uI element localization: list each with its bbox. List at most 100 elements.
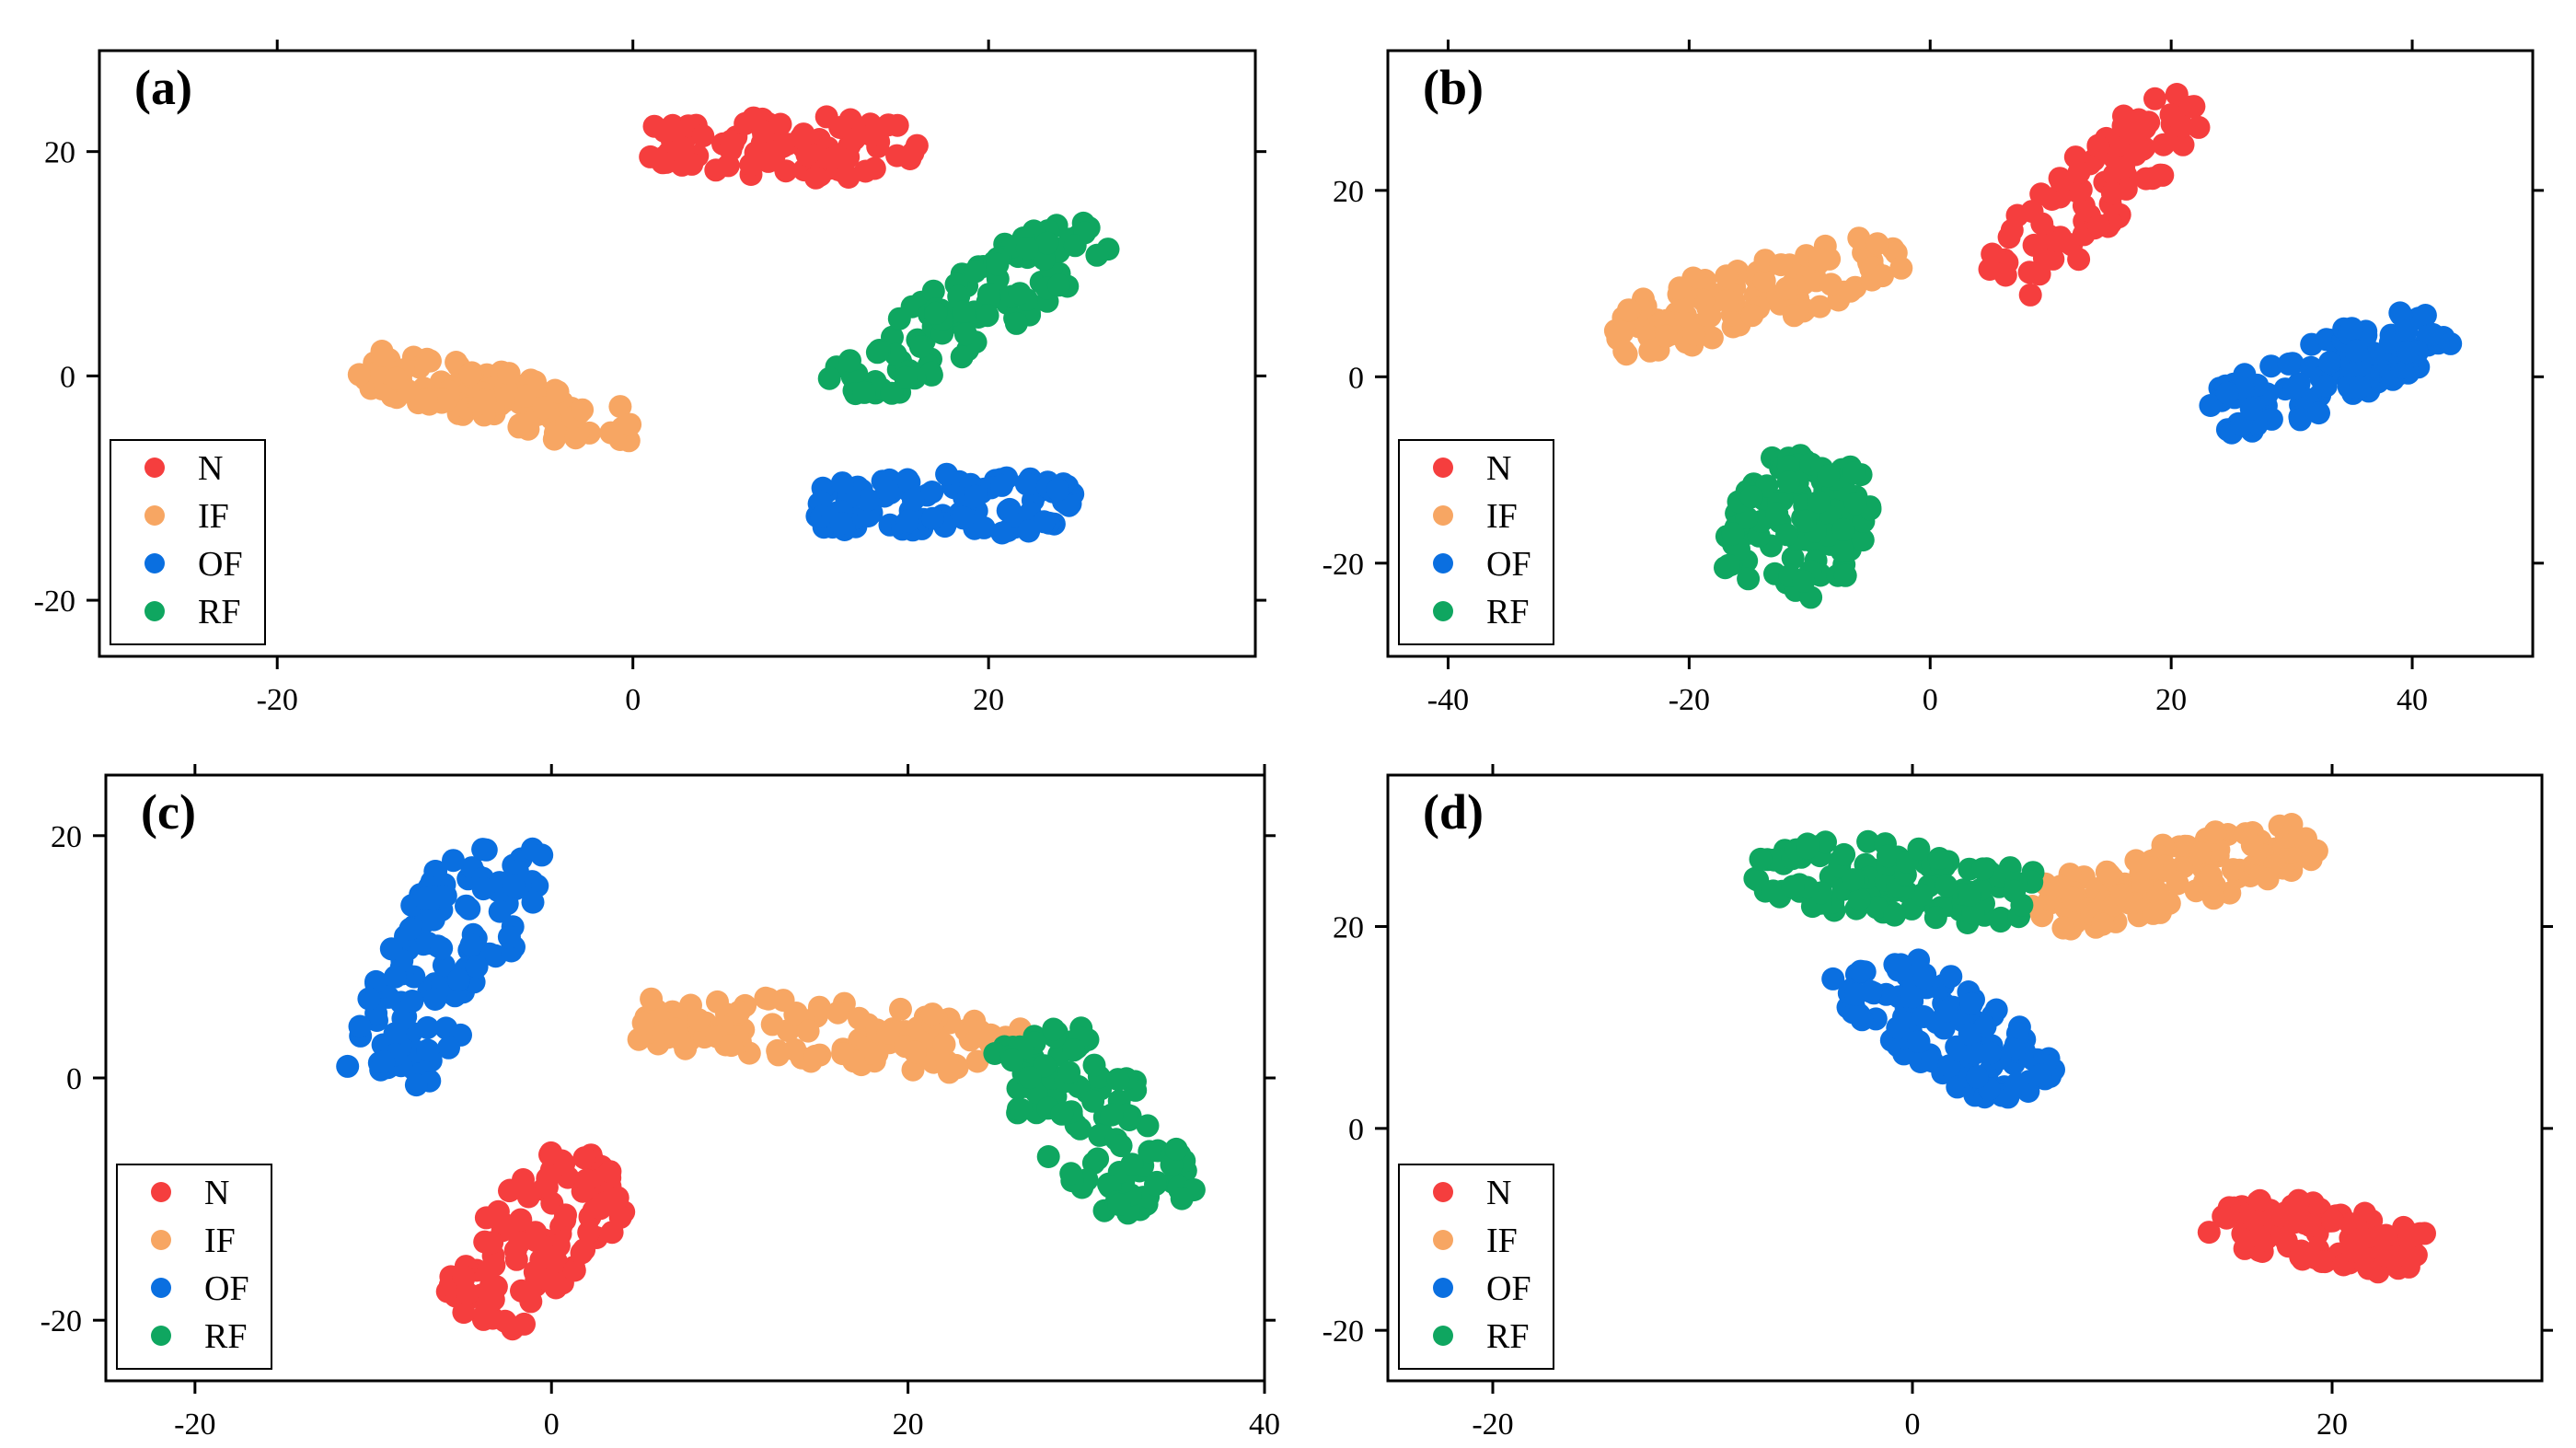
point-if [458,362,482,386]
point-rf [1848,887,1872,911]
point-rf [986,252,1010,276]
point-rf [1085,243,1109,267]
point-n [498,1178,522,1202]
point-if [2256,867,2280,891]
point-of [1907,1030,1931,1053]
point-rf [865,341,889,365]
legend-marker-n [144,458,165,478]
point-of [404,1073,428,1097]
point-of [2413,304,2437,327]
point-of [990,521,1014,545]
cluster-of [2199,301,2463,445]
legend-box [1398,1164,1554,1370]
point-if [901,1058,925,1082]
panel-label: (b) [1423,60,1484,115]
point-of [896,509,919,533]
legend-marker-rf [151,1326,171,1346]
point-of [897,470,921,494]
x-tick-label: 40 [2397,683,2428,717]
point-of [1959,992,1983,1015]
legend-marker-rf [1433,1326,1453,1346]
x-tick-label: 20 [2316,1407,2348,1442]
point-if [1715,264,1739,288]
point-rf [1781,546,1805,570]
x-tick-label: 40 [1249,1407,1280,1442]
point-of [1886,1016,1910,1039]
point-rf [921,279,945,303]
point-n [853,159,877,183]
point-rf [1144,1173,1167,1197]
point-rf [1907,837,1931,861]
point-if [965,1049,989,1073]
x-tick-label: -20 [174,1407,215,1442]
point-if [1655,324,1678,348]
point-rf [1749,847,1773,871]
cluster-of [1821,948,2065,1109]
point-of [530,843,554,867]
point-of [2215,381,2239,405]
point-of [437,1036,460,1060]
x-tick-label: 20 [2155,683,2187,717]
legend-label-rf: RF [204,1317,247,1356]
legend-label-if: IF [204,1222,236,1260]
point-of [465,955,489,979]
point-n [525,1268,549,1292]
point-if [2142,901,2166,925]
point-if [1740,304,1764,328]
point-if [796,1019,820,1043]
point-if [826,1001,849,1025]
point-n [588,1197,612,1221]
point-rf [1739,485,1763,509]
point-n [537,1245,560,1268]
point-if [2110,884,2134,907]
y-tick-label: 20 [1333,911,1364,945]
point-n [509,1208,533,1232]
point-n [2086,214,2110,237]
panel-label: (d) [1423,784,1484,840]
point-if [1808,295,1831,319]
point-if [727,1000,751,1024]
point-of [1958,1022,1981,1046]
point-if [571,398,595,422]
point-n [452,1301,476,1325]
point-of [521,890,545,914]
scatter-points [336,837,1206,1341]
point-of [2288,408,2312,432]
point-rf [1832,842,1856,866]
point-if [431,388,455,411]
plot-frame [98,49,1257,658]
point-rf [1765,502,1789,526]
y-tick-label: 0 [1348,361,1364,395]
legend-marker-n [1433,1182,1453,1202]
point-of [423,988,447,1011]
point-n [504,1247,528,1271]
point-of [2396,340,2420,364]
point-rf [1106,1068,1130,1092]
point-n [1997,226,2021,249]
point-of [1045,478,1069,502]
legend-label-if: IF [1486,1222,1518,1260]
point-of [399,917,422,941]
point-if [1847,226,1871,250]
point-rf [838,349,861,373]
point-if [2268,814,2292,838]
point-if [371,343,395,367]
point-of [935,462,959,486]
legend-marker-if [1433,505,1453,526]
point-rf [1008,282,1032,306]
point-if [1866,232,1889,256]
point-n [2397,1222,2420,1245]
point-if [546,380,570,404]
legend: N IF OF RF [116,1164,272,1370]
point-rf [976,283,1000,307]
point-rf [1086,1147,1110,1171]
point-if [687,1008,710,1032]
legend: N IF OF RF [110,439,266,645]
point-if [1612,340,1636,363]
cluster-n [1978,83,2211,307]
point-of [1821,967,1845,990]
point-if [2234,822,2258,846]
point-n [751,120,775,143]
point-rf [887,307,911,330]
